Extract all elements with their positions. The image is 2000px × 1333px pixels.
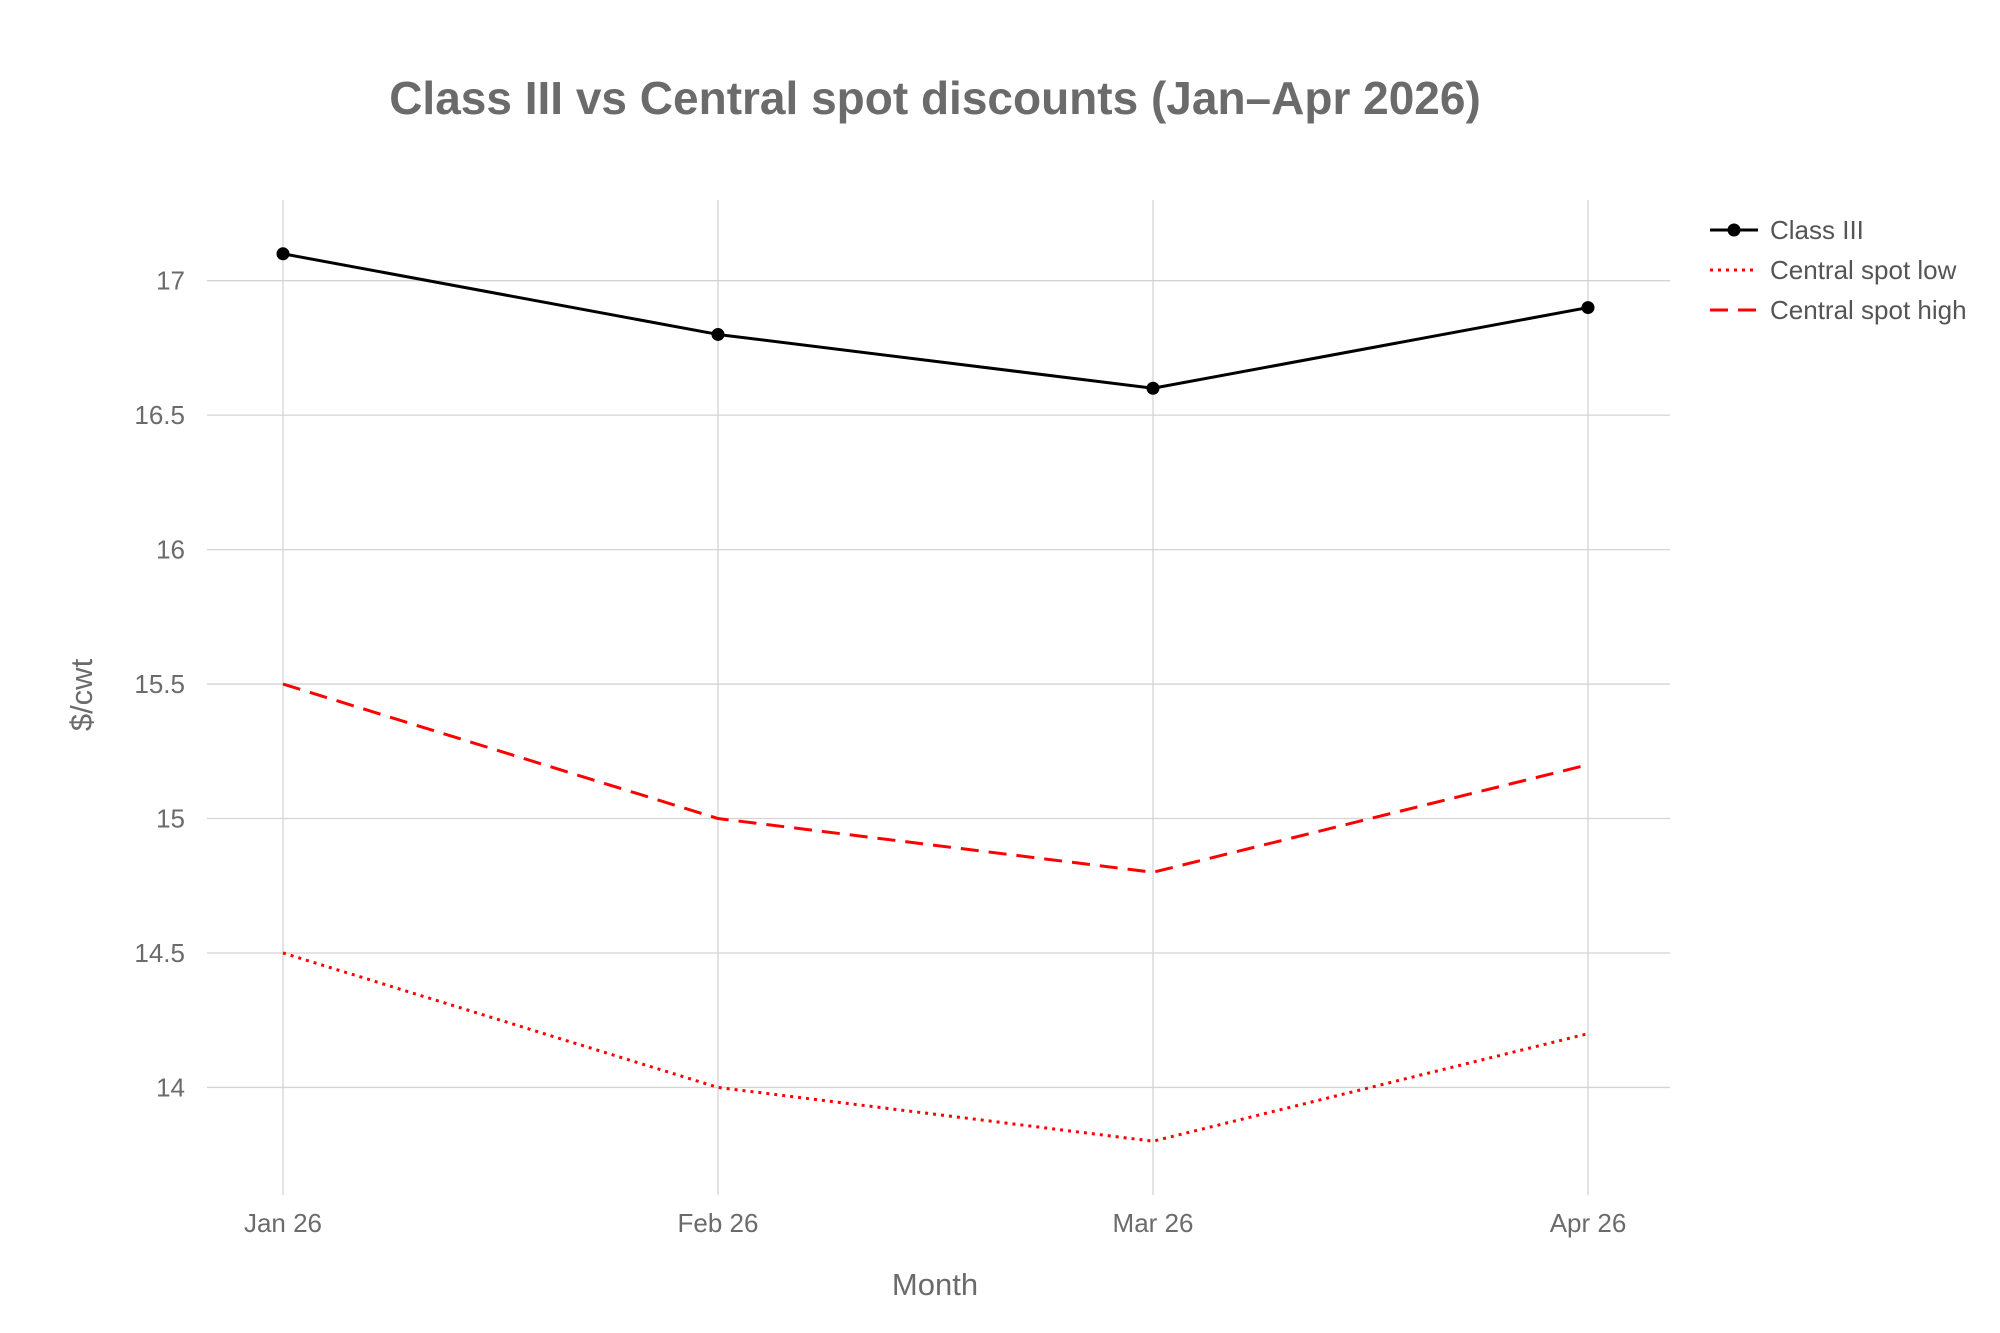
- series-line: [282, 252, 1589, 390]
- legend-item: Central spot high: [1710, 295, 1967, 325]
- y-tick-label: 17: [156, 266, 185, 296]
- legend-label: Central spot high: [1770, 295, 1967, 325]
- y-tick-label: 14.5: [134, 938, 185, 968]
- series-central-spot-high: [282, 682, 1589, 874]
- data-point: [711, 327, 725, 341]
- legend: Class III Central spot low Central spot hi…: [1710, 215, 1967, 325]
- y-tick-label: 15: [156, 804, 185, 834]
- y-tick-label: 15.5: [134, 669, 185, 699]
- x-tick-label: Feb 26: [678, 1208, 759, 1238]
- data-point: [1146, 381, 1160, 395]
- legend-item: Class III: [1710, 215, 1864, 245]
- series-line: [282, 682, 1589, 874]
- series-central-spot-low: [282, 951, 1589, 1143]
- y-tick-label: 14: [156, 1072, 185, 1102]
- y-axis-ticks: 14 14.5 15 15.5 16 16.5 17: [134, 266, 185, 1103]
- chart-title: Class III vs Central spot discounts (Jan…: [389, 72, 1481, 124]
- legend-marker: [1727, 223, 1741, 237]
- y-axis-title: $/cwt: [64, 658, 99, 731]
- x-tick-label: Jan 26: [244, 1208, 322, 1238]
- y-tick-label: 16.5: [134, 400, 185, 430]
- data-point: [1581, 301, 1595, 315]
- data-point: [276, 247, 290, 261]
- y-tick-label: 16: [156, 535, 185, 565]
- x-axis-ticks: Jan 26 Feb 26 Mar 26 Apr 26: [244, 1208, 1626, 1238]
- legend-label: Class III: [1770, 215, 1864, 245]
- x-tick-label: Mar 26: [1113, 1208, 1194, 1238]
- x-tick-label: Apr 26: [1550, 1208, 1627, 1238]
- series-line: [282, 951, 1589, 1143]
- x-axis-title: Month: [892, 1267, 978, 1302]
- series-layer: [276, 247, 1595, 1143]
- legend-item: Central spot low: [1710, 255, 1957, 285]
- legend-label: Central spot low: [1770, 255, 1957, 285]
- grid: [207, 200, 1670, 1195]
- series-class-iii: [276, 247, 1595, 395]
